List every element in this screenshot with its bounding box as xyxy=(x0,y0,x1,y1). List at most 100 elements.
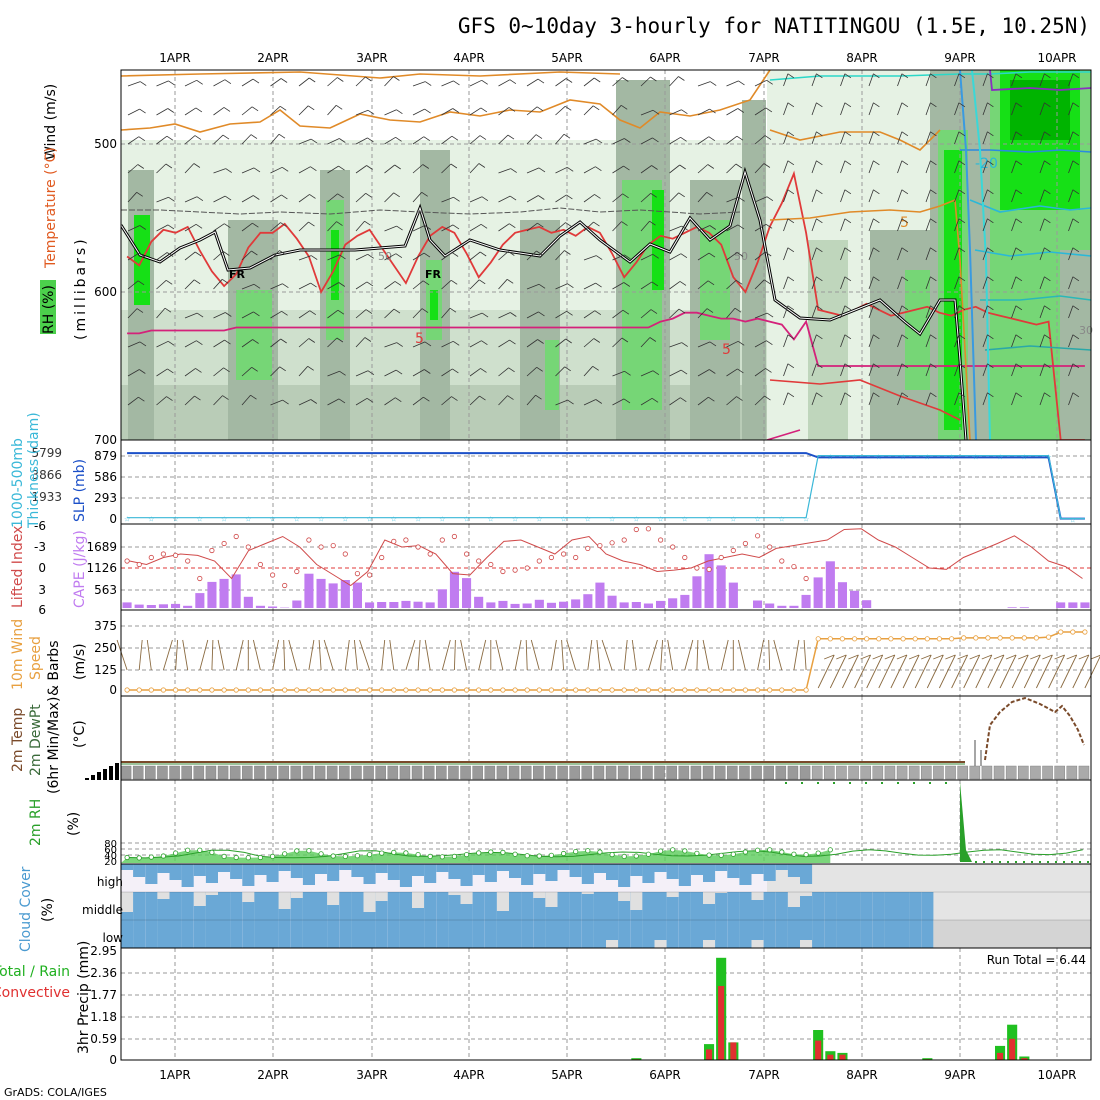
upper-wind-barb xyxy=(754,279,765,290)
upper-wind-barb xyxy=(526,250,537,261)
wind10-barb xyxy=(938,654,956,689)
upper-wind-barb-flag xyxy=(165,279,173,285)
upper-wind-barb-flag xyxy=(509,223,516,229)
upper-wind-barb xyxy=(868,160,874,174)
upper-wind-barb-flag xyxy=(310,166,317,172)
t2m-minmax-bar xyxy=(436,765,447,780)
upper-wind-barb-flag xyxy=(622,77,629,82)
cloud-middle-gap xyxy=(460,892,473,904)
thickness-marker: ☆ xyxy=(561,514,567,525)
upper-wind-barb xyxy=(925,363,931,377)
cloud-middle-bar xyxy=(181,892,194,920)
upper-wind-barb xyxy=(612,337,623,348)
upper-wind-barb xyxy=(954,247,960,261)
upper-wind-barb-flag xyxy=(901,363,909,369)
upper-wind-barb xyxy=(498,107,510,116)
thickness-marker: ☆ xyxy=(779,514,785,525)
upper-wind-barb-flag xyxy=(166,396,173,401)
upper-wind-barb-flag xyxy=(535,134,543,139)
rh2m-point xyxy=(245,855,251,861)
upper-wind-barb xyxy=(555,310,567,319)
wind10-barb-flag xyxy=(1066,654,1077,660)
upper-wind-barb-flag xyxy=(423,252,431,258)
cloud-middle-gap xyxy=(205,892,218,895)
wind10-barb xyxy=(453,639,456,671)
top-day-labels: 1APR 2APR 3APR 4APR 5APR 6APR 7APR 8APR … xyxy=(159,51,1076,65)
bottom-day-labels: 1APR 2APR 3APR 4APR 5APR 6APR 7APR 8APR … xyxy=(159,1068,1076,1082)
upper-wind-barb xyxy=(726,252,738,261)
wind10-barb xyxy=(951,654,969,689)
upper-wind-barb xyxy=(298,366,308,377)
upper-wind-barb xyxy=(640,309,652,319)
rh2m-point xyxy=(391,849,397,856)
upper-wind-barb xyxy=(811,363,817,377)
wind10-barb xyxy=(803,639,807,671)
upper-wind-barb-flag xyxy=(787,247,795,253)
upper-wind-barb xyxy=(213,223,225,232)
precip-tick: 2.36 xyxy=(90,966,117,980)
upper-wind-barb xyxy=(384,225,397,232)
upper-wind-barb xyxy=(127,136,140,145)
cape-bar xyxy=(571,599,581,608)
precip-tick: 2.95 xyxy=(90,944,117,958)
cloud-middle-gap xyxy=(618,892,631,901)
t2m-minmax-bar xyxy=(363,765,374,780)
upper-wind-barb-flag xyxy=(221,278,229,284)
upper-wind-barb xyxy=(355,137,368,145)
upper-wind-barb-flag xyxy=(453,196,460,202)
upper-wind-barb xyxy=(1011,218,1017,232)
wind10-speed-point xyxy=(269,687,276,693)
upper-wind-barb xyxy=(697,164,709,174)
upper-wind-barb-flag xyxy=(816,247,823,253)
rh2m-point xyxy=(403,850,409,856)
upper-wind-barb xyxy=(840,305,846,319)
upper-wind-barb xyxy=(270,222,281,232)
upper-wind-barb-flag xyxy=(566,310,573,316)
upper-wind-barb xyxy=(811,189,817,203)
thickness-marker: ☆ xyxy=(949,452,955,463)
cloud-middle-bar xyxy=(715,892,728,920)
upper-wind-barb xyxy=(184,279,195,290)
rh2m-point xyxy=(548,852,555,858)
cloud-middle-gap xyxy=(666,892,679,897)
upper-wind-barb-flag xyxy=(167,368,174,374)
wind10-speed-point xyxy=(209,687,215,693)
upper-wind-barb xyxy=(1039,218,1045,232)
rh2m-panel: 80 60 40 20 2m RH (%) xyxy=(28,779,1092,868)
cloud-high-bar xyxy=(739,864,752,885)
thickness-marker: ☆ xyxy=(658,514,664,525)
upper-wind-barb-flag xyxy=(336,221,343,226)
t2m-minmax-bar xyxy=(278,765,289,780)
lifted-index-point xyxy=(306,537,312,543)
slp-y-ticks: 879 586 293 0 5799 3866 1933 xyxy=(31,446,117,526)
cloud-low-bar xyxy=(824,920,837,948)
upper-wind-barb-flag xyxy=(764,395,771,401)
t2m-minmax-bar xyxy=(1078,765,1090,780)
day-label-bottom: 9APR xyxy=(944,1068,975,1082)
upper-wind-barb xyxy=(327,77,338,87)
wind10-speed-point xyxy=(148,687,154,693)
wind10-speed-point xyxy=(1058,629,1064,635)
label-millibars: (millibars) xyxy=(73,236,89,340)
upper-wind-barb-flag xyxy=(480,368,487,373)
upper-wind-barb-flag xyxy=(565,222,572,227)
upper-wind-barb-flag xyxy=(678,308,686,314)
upper-wind-barb-flag xyxy=(901,276,909,282)
upper-air-panel: FR FR 50 50 5 5 5 -20 30 500 600 700 xyxy=(94,69,1093,447)
upper-wind-barb xyxy=(897,334,903,348)
upper-wind-barb-flag xyxy=(281,166,289,172)
upper-wind-barb xyxy=(897,247,903,261)
cape-bar xyxy=(316,578,326,608)
upper-wind-barb-flag xyxy=(593,221,600,227)
upper-wind-barb-flag xyxy=(709,108,716,114)
cloud-middle-bar xyxy=(775,892,788,920)
upper-wind-barb-flag xyxy=(680,136,687,142)
upper-wind-barb xyxy=(355,109,369,116)
upper-wind-barb-flag xyxy=(168,80,175,86)
upper-wind-barb-flag xyxy=(873,305,880,311)
upper-wind-barb-flag xyxy=(594,194,601,199)
upper-wind-barb xyxy=(241,367,252,377)
upper-wind-barb-flag xyxy=(422,164,430,169)
upper-wind-barb-flag xyxy=(196,340,203,346)
